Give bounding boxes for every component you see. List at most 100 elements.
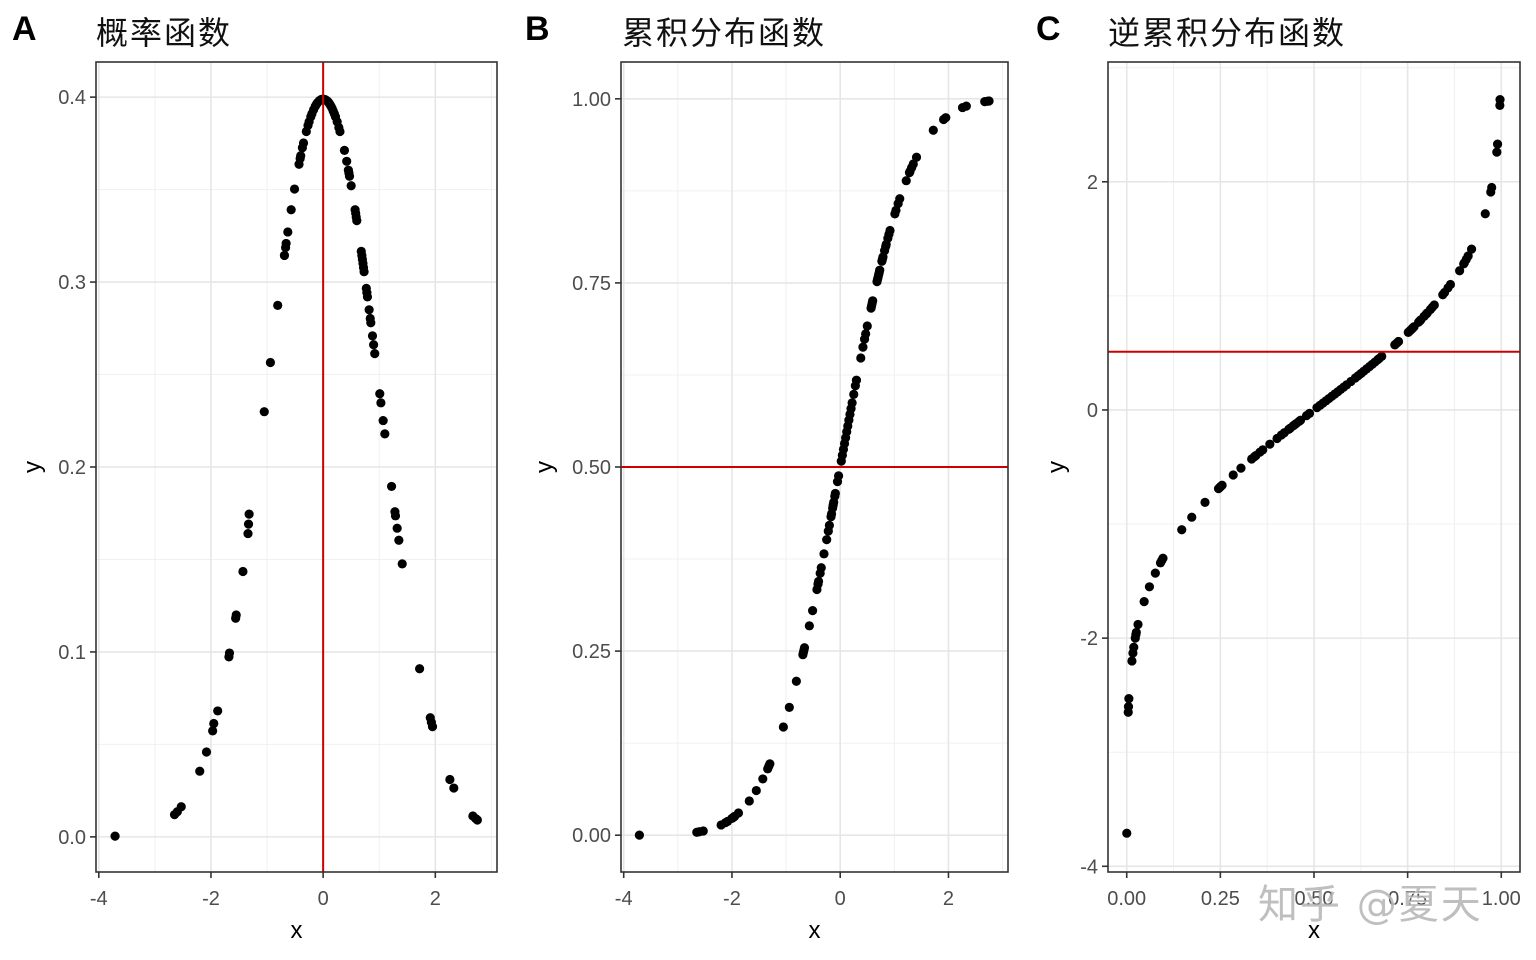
data-point bbox=[445, 774, 455, 785]
scatter-points bbox=[634, 96, 994, 840]
data-point bbox=[791, 676, 801, 686]
panel-c-title: 逆累积分布函数 bbox=[1108, 14, 1347, 52]
data-point bbox=[298, 138, 309, 148]
data-point bbox=[375, 389, 385, 399]
data-point bbox=[1123, 701, 1134, 712]
scatter-points bbox=[1122, 95, 1505, 838]
x-axis-title: x bbox=[1308, 917, 1320, 944]
y-tick-label: -4 bbox=[1080, 856, 1098, 878]
watermark: 知乎 @夏天 bbox=[1258, 882, 1483, 928]
data-point bbox=[1200, 497, 1210, 507]
data-point bbox=[352, 216, 362, 226]
y-tick-label: 0.50 bbox=[572, 457, 611, 479]
scatter-points bbox=[110, 94, 482, 841]
data-point bbox=[376, 398, 386, 408]
data-point bbox=[868, 296, 878, 306]
data-point bbox=[733, 808, 744, 818]
data-point bbox=[209, 718, 219, 729]
x-tick-label: 0 bbox=[318, 888, 329, 910]
x-tick-label: 0.25 bbox=[1201, 888, 1240, 910]
data-point bbox=[342, 156, 352, 166]
data-point bbox=[386, 481, 397, 492]
data-point bbox=[335, 126, 345, 137]
data-point bbox=[110, 831, 120, 841]
x-tick-label: 2 bbox=[943, 888, 954, 910]
data-point bbox=[1265, 439, 1275, 449]
data-point bbox=[224, 648, 235, 658]
data-point bbox=[833, 471, 844, 481]
data-point bbox=[1133, 619, 1143, 630]
data-point bbox=[849, 389, 859, 399]
data-point bbox=[1445, 279, 1456, 290]
y-tick-label: 0.3 bbox=[58, 272, 86, 294]
data-point bbox=[259, 407, 269, 417]
data-point bbox=[231, 613, 241, 623]
data-point bbox=[244, 509, 254, 519]
data-point bbox=[804, 621, 814, 631]
data-point bbox=[1304, 408, 1315, 418]
data-point bbox=[390, 511, 401, 521]
data-point bbox=[778, 722, 788, 732]
data-point bbox=[1495, 95, 1505, 105]
x-tick-label: 2 bbox=[430, 888, 441, 910]
data-point bbox=[1187, 512, 1197, 522]
y-axis-title: y bbox=[19, 461, 46, 473]
y-tick-label: -2 bbox=[1080, 628, 1098, 650]
panel-b-title: 累积分布函数 bbox=[622, 14, 827, 52]
data-point bbox=[378, 415, 388, 426]
x-tick-label: 0.00 bbox=[1107, 888, 1146, 910]
data-point bbox=[369, 340, 379, 350]
data-point bbox=[847, 398, 857, 408]
y-axis-title: y bbox=[531, 461, 558, 473]
data-point bbox=[862, 321, 872, 331]
data-point bbox=[875, 265, 885, 275]
data-point bbox=[1228, 470, 1238, 480]
data-point bbox=[744, 796, 754, 806]
data-point bbox=[273, 300, 283, 310]
data-point bbox=[1492, 147, 1502, 157]
data-point bbox=[1492, 139, 1503, 149]
data-point bbox=[238, 566, 248, 577]
data-point bbox=[359, 267, 369, 277]
data-point bbox=[394, 535, 404, 545]
data-point bbox=[799, 643, 810, 653]
y-tick-label: 0.00 bbox=[572, 825, 611, 847]
data-point bbox=[634, 830, 645, 840]
y-tick-label: 2 bbox=[1087, 172, 1098, 194]
data-point bbox=[928, 125, 938, 135]
data-point bbox=[822, 535, 832, 545]
data-point bbox=[798, 650, 808, 660]
x-tick-label: -4 bbox=[615, 888, 633, 910]
data-point bbox=[1393, 336, 1404, 347]
data-point bbox=[472, 815, 482, 825]
data-point bbox=[765, 759, 775, 769]
data-point bbox=[816, 563, 826, 573]
y-tick-label: 0.75 bbox=[572, 273, 611, 295]
data-point bbox=[366, 318, 376, 328]
x-axis-title: x bbox=[809, 917, 821, 944]
data-point bbox=[362, 292, 373, 302]
data-point bbox=[243, 528, 253, 539]
data-point bbox=[370, 349, 380, 359]
y-tick-label: 0 bbox=[1087, 400, 1098, 422]
data-point bbox=[1258, 445, 1268, 455]
data-point bbox=[1139, 597, 1149, 607]
data-point bbox=[856, 353, 866, 363]
data-point bbox=[941, 113, 951, 123]
data-point bbox=[1144, 582, 1155, 592]
panel-a: -4 -2 0 2 0.0 0.1 0.2 0.3 0.4 x y bbox=[19, 61, 498, 944]
data-point bbox=[1158, 553, 1168, 563]
data-point bbox=[296, 151, 306, 161]
x-tick-label: 0.75 bbox=[1388, 888, 1427, 910]
data-point bbox=[1127, 656, 1137, 666]
data-point bbox=[758, 774, 768, 784]
data-point bbox=[280, 242, 291, 253]
data-point bbox=[1150, 568, 1160, 578]
data-point bbox=[195, 766, 205, 776]
data-point bbox=[813, 576, 824, 587]
data-point bbox=[830, 488, 840, 499]
y-tick-label: 0.25 bbox=[572, 641, 611, 663]
data-point bbox=[286, 205, 296, 215]
y-tick-label: 0.0 bbox=[58, 827, 86, 849]
data-point bbox=[1429, 300, 1439, 310]
